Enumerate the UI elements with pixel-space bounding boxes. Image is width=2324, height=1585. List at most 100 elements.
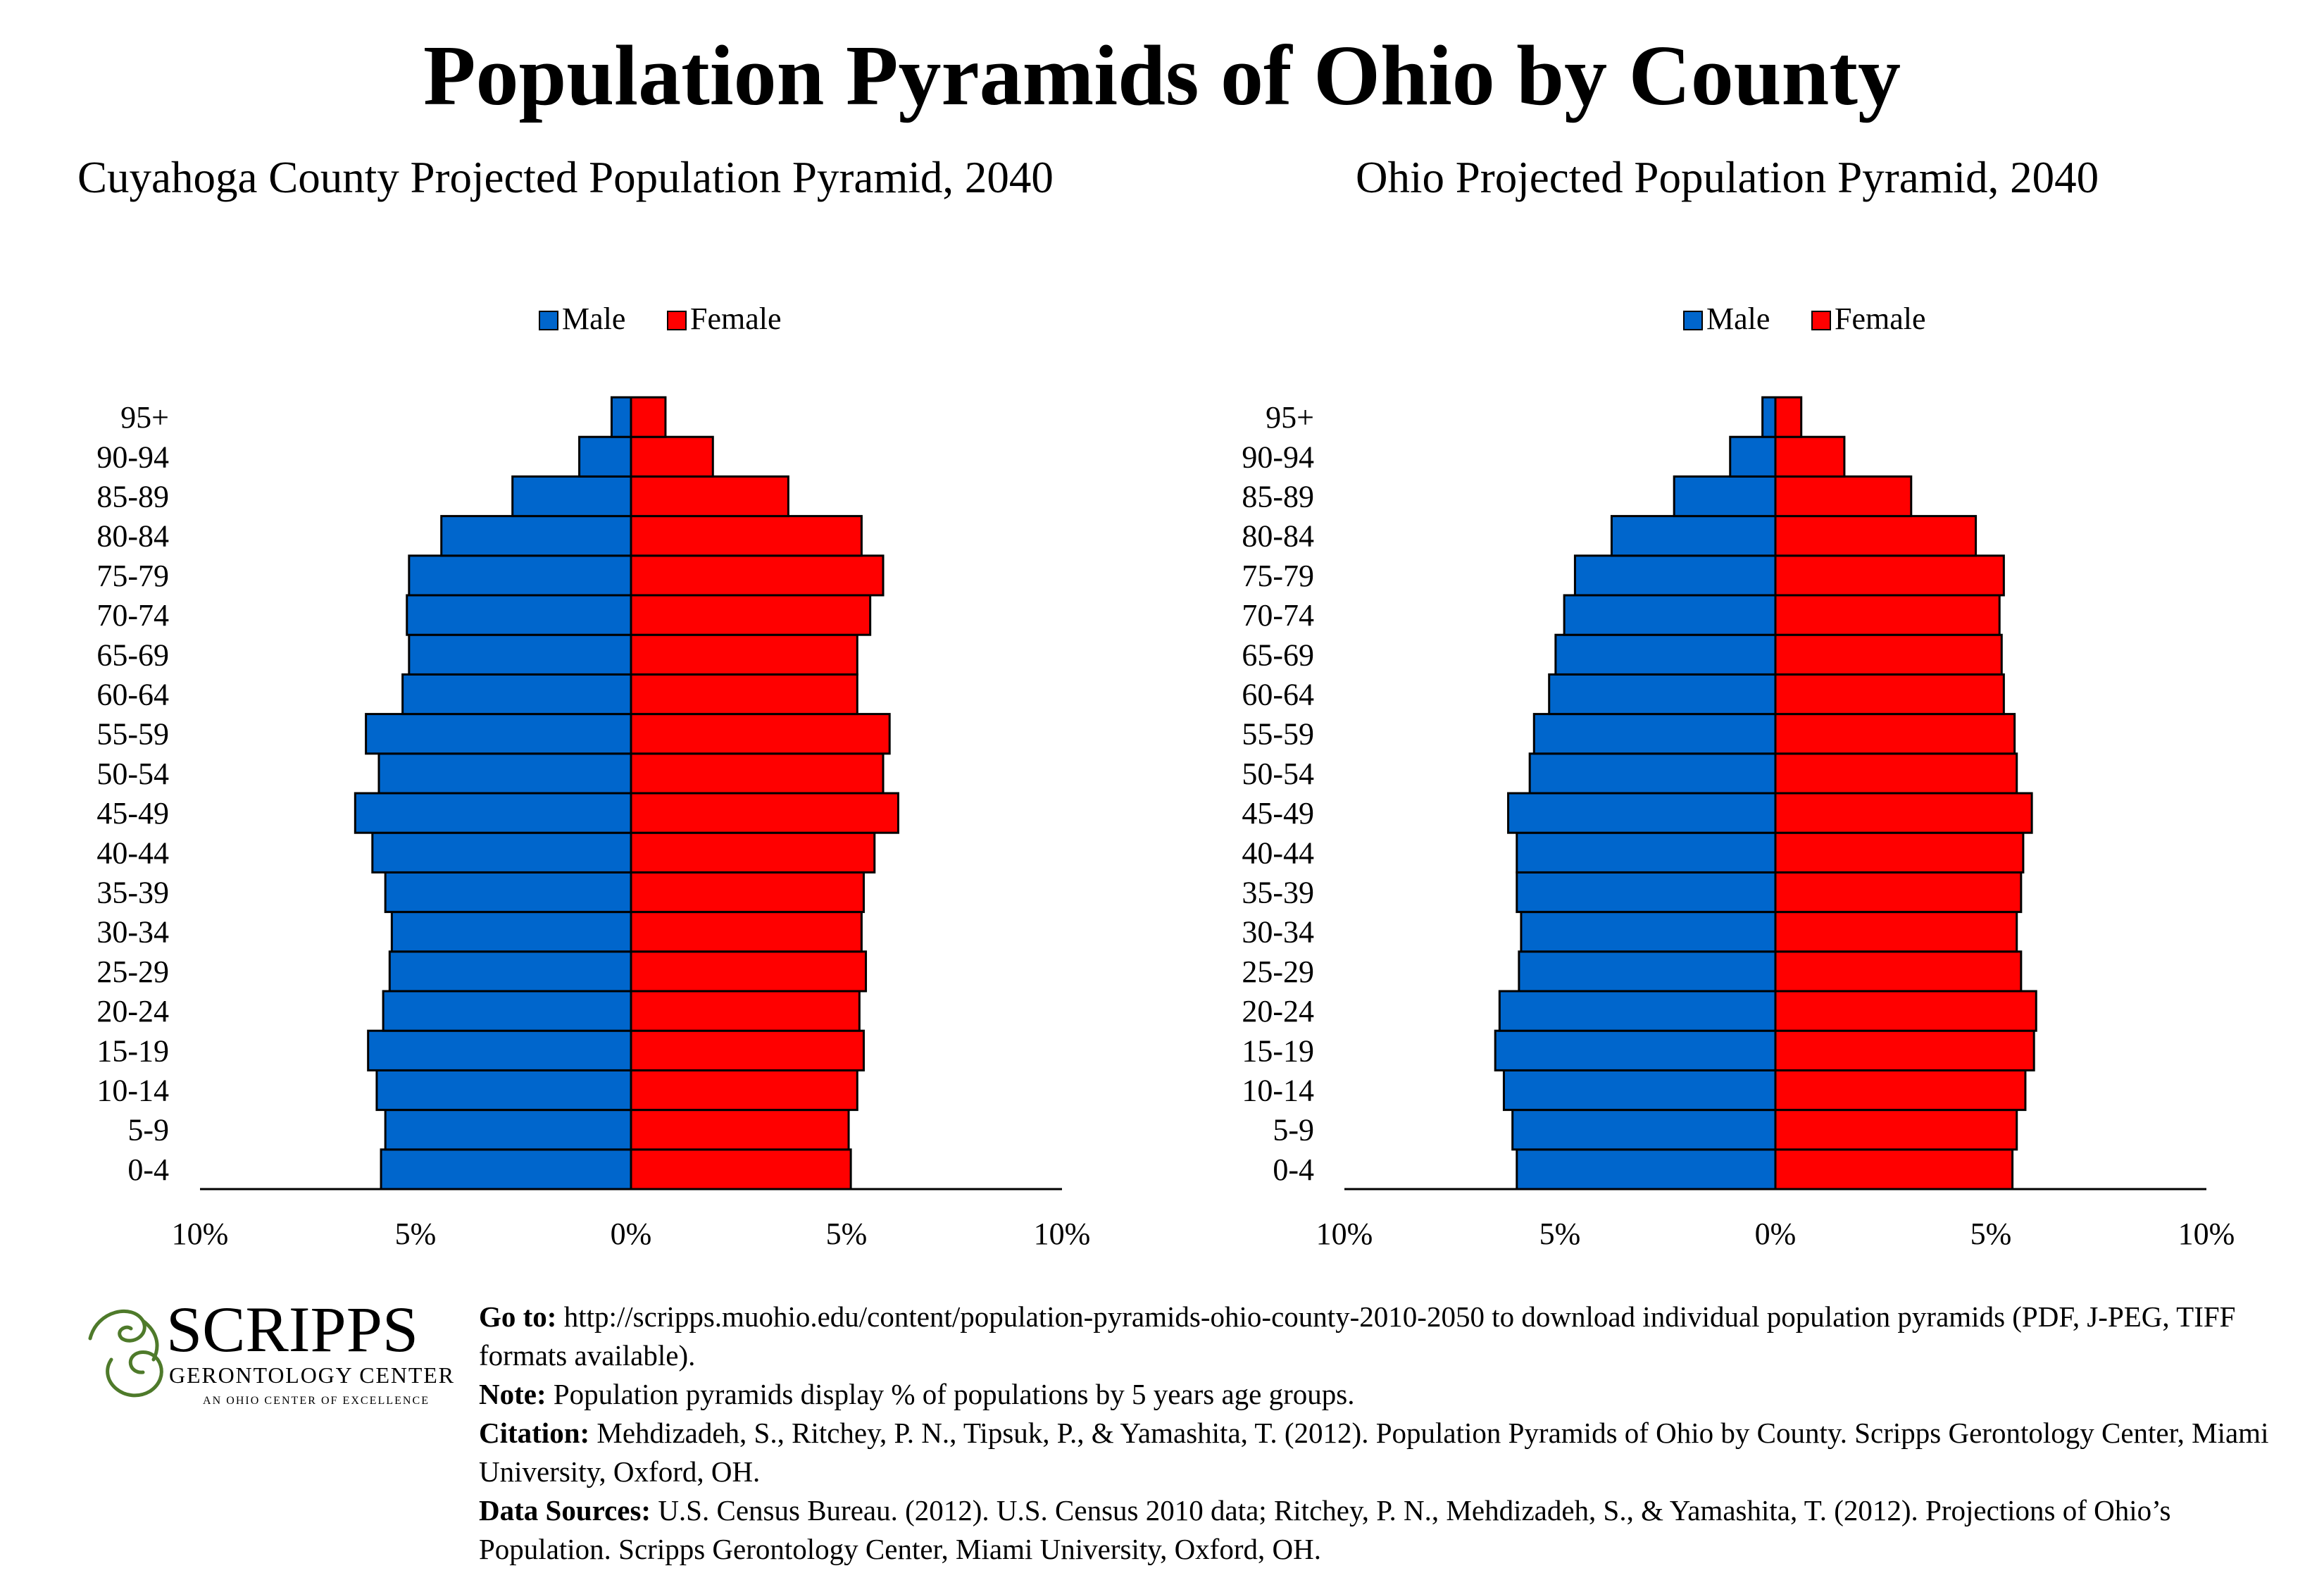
pyramid-chart-cuyahoga: Male Female 0-4 5-9 10-14 15-19 20-24 25-29 30-3… [96,302,1091,1251]
bar-female-5-9 [1774,1109,2018,1151]
x-tick-label: 0% [1755,1217,1797,1251]
age-label-55-59: 55-59 [1242,717,1314,752]
bar-male-40-44 [371,831,632,874]
citation-text: Mehdizadeh, S., Ritchey, P. N., Tipsuk, … [479,1417,2269,1488]
citation-label: Citation: [479,1417,590,1449]
bar-female-35-39 [1774,871,2023,914]
age-label-35-39: 35-39 [96,876,169,910]
age-label-85-89: 85-89 [1242,480,1314,514]
sources-text: U.S. Census Bureau. (2012). U.S. Census … [479,1494,2171,1565]
bar-female-20-24 [1774,990,2037,1032]
age-label-20-24: 20-24 [1242,994,1314,1028]
bar-male-25-29 [1518,950,1777,993]
age-label-90-94: 90-94 [96,440,169,474]
age-label-30-34: 30-34 [96,915,169,950]
age-label-70-74: 70-74 [1242,598,1314,633]
bar-female-60-64 [1774,673,2005,716]
age-label-5-9: 5-9 [1273,1113,1314,1148]
bar-female-10-14 [630,1069,858,1112]
bar-male-90-94 [578,435,632,478]
age-label-15-19: 15-19 [1242,1033,1314,1068]
age-label-80-84: 80-84 [1242,519,1314,554]
x-tick-label: 10% [172,1217,229,1251]
bar-male-25-29 [388,950,632,993]
x-tick-label: 5% [1539,1217,1581,1251]
bar-female-30-34 [630,911,863,953]
bar-male-75-79 [1573,554,1777,597]
bar-female-45-49 [630,792,899,834]
bar-male-15-19 [1494,1029,1777,1071]
x-tick-label: 10% [1316,1217,1373,1251]
bar-male-80-84 [1610,515,1777,557]
swirl-logo-icon [88,1309,163,1398]
bar-female-25-29 [1774,950,2023,993]
bar-female-60-64 [630,673,858,716]
bar-female-90-94 [630,435,714,478]
bar-female-10-14 [1774,1069,2027,1112]
bar-male-85-89 [1673,475,1777,518]
bar-male-20-24 [1498,990,1777,1032]
age-label-50-54: 50-54 [96,757,169,791]
bar-female-5-9 [630,1109,850,1151]
bar-female-95+ [1774,396,1803,438]
age-label-75-79: 75-79 [1242,559,1314,593]
legend-swatch-male [539,311,558,330]
bar-male-85-89 [511,475,632,518]
pyramid-chart-ohio: Male Female 0-4 5-9 10-14 15-19 20-24 25-29 30-3… [1242,302,2235,1251]
chart-title-ohio: Ohio Projected Population Pyramid, 2040 [1356,153,2099,202]
logo-line2: AN OHIO CENTER OF EXCELLENCE [203,1395,428,1407]
legend-label-female: Female [690,302,782,336]
bar-male-95+ [1761,396,1777,438]
bar-female-20-24 [630,990,861,1032]
bar-female-25-29 [630,950,868,993]
age-label-65-69: 65-69 [1242,638,1314,672]
data-sources: Data Sources: U.S. Census Bureau. (2012)… [479,1491,2310,1569]
age-label-50-54: 50-54 [1242,757,1314,791]
age-label-10-14: 10-14 [96,1074,169,1108]
x-tick-label: 5% [395,1217,437,1251]
scripps-logo: SCRIPPS GERONTOLOGY CENTER AN OHIO CENTE… [83,1289,463,1412]
bar-female-30-34 [1774,911,2018,953]
x-tick-label: 10% [2178,1217,2235,1251]
logo-line1: GERONTOLOGY CENTER [169,1362,454,1388]
bar-female-50-54 [1774,752,2018,795]
age-label-45-49: 45-49 [1242,796,1314,831]
bar-female-75-79 [1774,554,2005,597]
legend-swatch-female [667,311,687,330]
age-label-40-44: 40-44 [96,835,169,870]
logo-brand: SCRIPPS [166,1293,418,1365]
bar-female-75-79 [630,554,885,597]
bar-female-15-19 [1774,1029,2035,1071]
legend-swatch-male [1683,311,1703,330]
x-tick-label: 10% [1034,1217,1091,1251]
age-label-85-89: 85-89 [96,480,169,514]
age-label-40-44: 40-44 [1242,835,1314,870]
bar-male-0-4 [380,1148,632,1191]
bar-male-70-74 [1563,594,1777,636]
goto-label: Go to: [479,1300,557,1333]
age-label-5-9: 5-9 [127,1113,169,1148]
x-tick-label: 0% [611,1217,652,1251]
bar-male-5-9 [1511,1109,1777,1151]
bar-male-35-39 [1516,871,1777,914]
footer-notes: Go to: http://scripps.muohio.edu/content… [479,1298,2310,1569]
legend-label-female: Female [1835,302,1926,336]
bar-female-0-4 [1774,1148,2014,1191]
bar-male-55-59 [365,713,632,755]
age-label-95+: 95+ [1266,400,1314,435]
goto-note: Go to: http://scripps.muohio.edu/content… [479,1298,2310,1375]
bar-male-50-54 [377,752,632,795]
bar-female-45-49 [1774,792,2033,834]
age-label-35-39: 35-39 [1242,876,1314,910]
age-label-90-94: 90-94 [1242,440,1314,474]
bar-male-60-64 [1548,673,1777,716]
bar-female-55-59 [630,713,891,755]
sources-label: Data Sources: [479,1494,651,1527]
bar-male-40-44 [1516,831,1777,874]
note-label: Note: [479,1378,546,1410]
bar-female-40-44 [630,831,876,874]
age-label-10-14: 10-14 [1242,1074,1314,1108]
chart-title-cuyahoga: Cuyahoga County Projected Population Pyr… [77,153,1054,202]
legend-label-male: Male [562,302,625,336]
bar-female-70-74 [1774,594,2001,636]
